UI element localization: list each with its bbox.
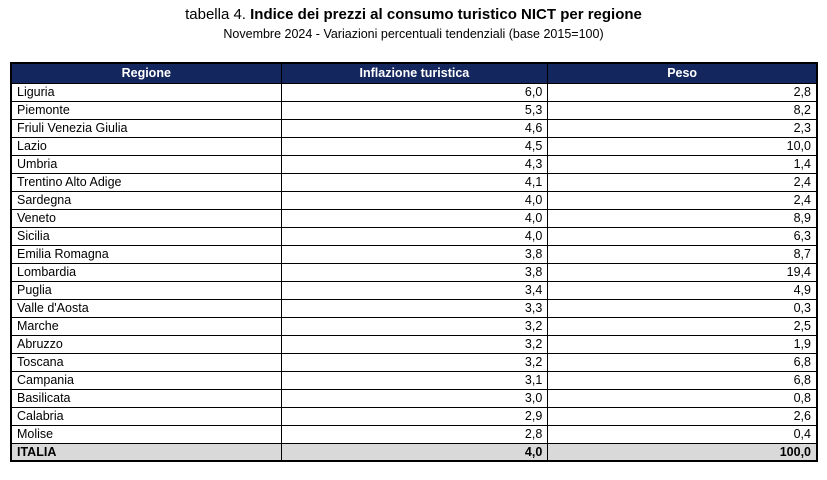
table-row: Marche 3,2 2,5 — [10, 316, 818, 336]
table-row: Emilia Romagna 3,8 8,7 — [10, 244, 818, 264]
table-row: Valle d'Aosta 3,3 0,3 — [10, 298, 818, 318]
inflation-cell: 3,0 — [280, 388, 549, 408]
region-cell: Veneto — [10, 208, 282, 228]
weight-cell: 0,3 — [547, 298, 818, 318]
table-row: Piemonte 5,3 8,2 — [10, 100, 818, 120]
table-row: Friuli Venezia Giulia 4,6 2,3 — [10, 118, 818, 138]
weight-cell: 1,4 — [547, 154, 818, 174]
table-row: Calabria 2,9 2,6 — [10, 406, 818, 426]
column-header-peso: Peso — [547, 62, 818, 84]
weight-cell: 2,4 — [547, 190, 818, 210]
table-body: Liguria 6,0 2,8 Piemonte 5,3 8,2 Friuli … — [10, 82, 818, 444]
inflation-cell: 4,3 — [280, 154, 549, 174]
table-row: Toscana 3,2 6,8 — [10, 352, 818, 372]
weight-cell: 8,9 — [547, 208, 818, 228]
weight-cell: 2,3 — [547, 118, 818, 138]
table-row: Lombardia 3,8 19,4 — [10, 262, 818, 282]
region-cell: Toscana — [10, 352, 282, 372]
inflation-cell: 4,0 — [280, 226, 549, 246]
weight-cell: 19,4 — [547, 262, 818, 282]
weight-cell: 2,5 — [547, 316, 818, 336]
weight-cell: 0,8 — [547, 388, 818, 408]
table-row: Sardegna 4,0 2,4 — [10, 190, 818, 210]
region-cell: Liguria — [10, 82, 282, 102]
page-title: tabella 4. Indice dei prezzi al consumo … — [0, 6, 827, 24]
region-cell: Molise — [10, 424, 282, 444]
table-row: Liguria 6,0 2,8 — [10, 82, 818, 102]
table-row: Sicilia 4,0 6,3 — [10, 226, 818, 246]
weight-cell: 2,6 — [547, 406, 818, 426]
table-row: Veneto 4,0 8,9 — [10, 208, 818, 228]
region-cell: Lombardia — [10, 262, 282, 282]
table-row: Trentino Alto Adige 4,1 2,4 — [10, 172, 818, 192]
region-cell: Sicilia — [10, 226, 282, 246]
inflation-cell: 4,0 — [280, 190, 549, 210]
inflation-cell: 5,3 — [280, 100, 549, 120]
inflation-cell: 3,2 — [280, 334, 549, 354]
region-cell: Valle d'Aosta — [10, 298, 282, 318]
weight-cell: 6,8 — [547, 352, 818, 372]
region-cell: Friuli Venezia Giulia — [10, 118, 282, 138]
total-inflation-cell: 4,0 — [280, 442, 549, 462]
region-cell: Sardegna — [10, 190, 282, 210]
weight-cell: 8,2 — [547, 100, 818, 120]
table-footer: ITALIA 4,0 100,0 — [10, 442, 818, 462]
inflation-cell: 6,0 — [280, 82, 549, 102]
table-row: Abruzzo 3,2 1,9 — [10, 334, 818, 354]
region-cell: Calabria — [10, 406, 282, 426]
inflation-cell: 3,4 — [280, 280, 549, 300]
table-row: Lazio 4,5 10,0 — [10, 136, 818, 156]
weight-cell: 2,4 — [547, 172, 818, 192]
table-heading: tabella 4. Indice dei prezzi al consumo … — [0, 6, 827, 42]
inflation-cell: 3,2 — [280, 352, 549, 372]
nict-region-table: Regione Inflazione turistica Peso Liguri… — [10, 62, 818, 462]
table-row: Umbria 4,3 1,4 — [10, 154, 818, 174]
total-weight-cell: 100,0 — [547, 442, 818, 462]
inflation-cell: 2,9 — [280, 406, 549, 426]
weight-cell: 6,8 — [547, 370, 818, 390]
column-header-inflazione: Inflazione turistica — [280, 62, 549, 84]
inflation-cell: 4,5 — [280, 136, 549, 156]
table-header: Regione Inflazione turistica Peso — [10, 62, 818, 84]
title-prefix: tabella 4. — [185, 6, 251, 23]
title-main: Indice dei prezzi al consumo turistico N… — [250, 6, 642, 23]
inflation-cell: 3,8 — [280, 244, 549, 264]
page-subtitle: Novembre 2024 - Variazioni percentuali t… — [223, 27, 604, 41]
table-row: Basilicata 3,0 0,8 — [10, 388, 818, 408]
weight-cell: 0,4 — [547, 424, 818, 444]
header-row: Regione Inflazione turistica Peso — [10, 62, 818, 84]
inflation-cell: 3,1 — [280, 370, 549, 390]
region-cell: Puglia — [10, 280, 282, 300]
weight-cell: 1,9 — [547, 334, 818, 354]
total-region-cell: ITALIA — [10, 442, 282, 462]
inflation-cell: 4,0 — [280, 208, 549, 228]
inflation-cell: 3,3 — [280, 298, 549, 318]
region-cell: Basilicata — [10, 388, 282, 408]
region-cell: Campania — [10, 370, 282, 390]
total-row: ITALIA 4,0 100,0 — [10, 442, 818, 462]
table-row: Molise 2,8 0,4 — [10, 424, 818, 444]
inflation-cell: 3,8 — [280, 262, 549, 282]
inflation-cell: 2,8 — [280, 424, 549, 444]
weight-cell: 2,8 — [547, 82, 818, 102]
region-cell: Piemonte — [10, 100, 282, 120]
weight-cell: 10,0 — [547, 136, 818, 156]
region-cell: Umbria — [10, 154, 282, 174]
weight-cell: 6,3 — [547, 226, 818, 246]
table-row: Puglia 3,4 4,9 — [10, 280, 818, 300]
region-cell: Lazio — [10, 136, 282, 156]
region-cell: Abruzzo — [10, 334, 282, 354]
table-row: Campania 3,1 6,8 — [10, 370, 818, 390]
region-cell: Marche — [10, 316, 282, 336]
region-cell: Trentino Alto Adige — [10, 172, 282, 192]
column-header-regione: Regione — [10, 62, 282, 84]
inflation-cell: 4,1 — [280, 172, 549, 192]
region-cell: Emilia Romagna — [10, 244, 282, 264]
weight-cell: 4,9 — [547, 280, 818, 300]
inflation-cell: 3,2 — [280, 316, 549, 336]
weight-cell: 8,7 — [547, 244, 818, 264]
inflation-cell: 4,6 — [280, 118, 549, 138]
